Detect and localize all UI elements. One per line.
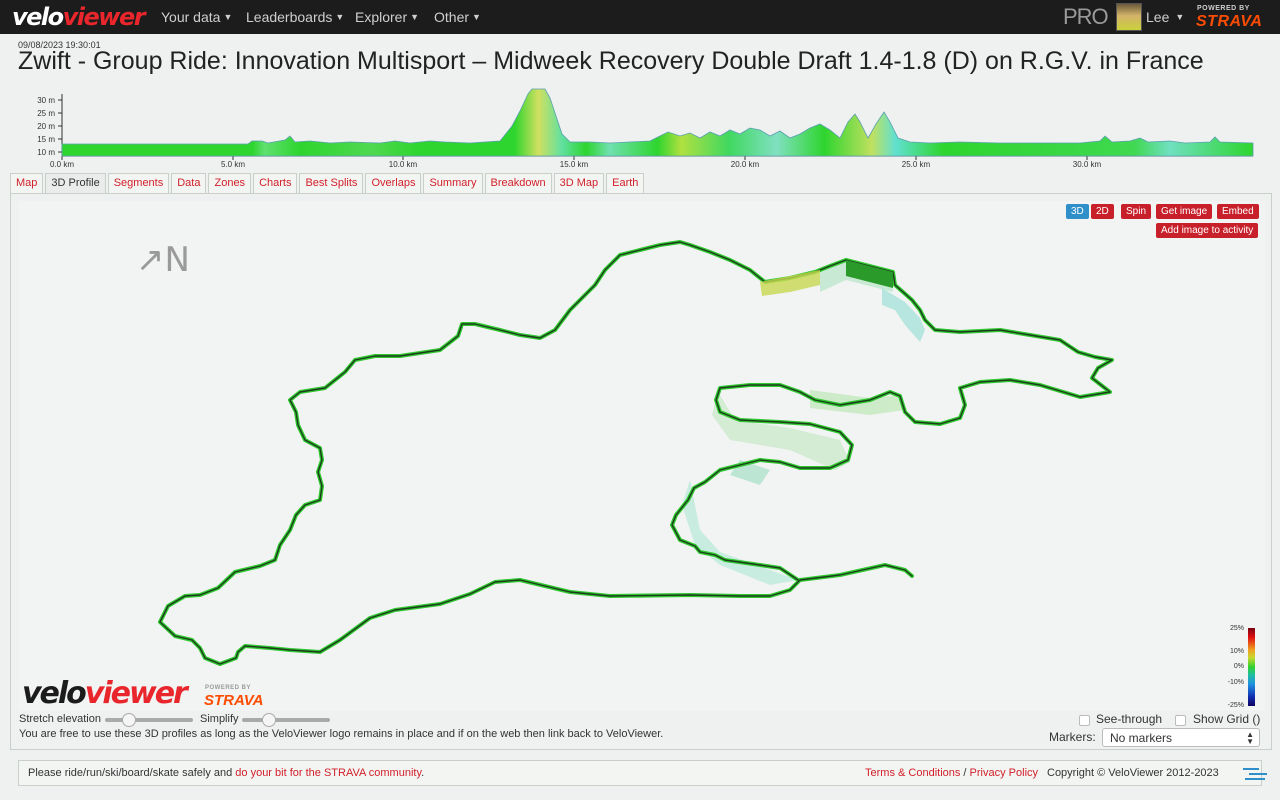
privacy-link[interactable]: Privacy Policy — [969, 767, 1039, 779]
get-image-button[interactable]: Get image — [1156, 204, 1213, 219]
tab-segments[interactable]: Segments — [107, 173, 170, 193]
show-grid-checkbox[interactable] — [1175, 715, 1186, 726]
tab-best-splits[interactable]: Best Splits — [299, 173, 364, 193]
veloviewer-logo[interactable]: veloviewer — [12, 3, 146, 31]
gradient-color-bar — [1248, 628, 1255, 706]
legend-label: -10% — [1227, 679, 1244, 686]
profile-x-tick: 10.0 km — [389, 160, 418, 169]
tab-map[interactable]: Map — [10, 173, 44, 193]
legend-label: 0% — [1233, 663, 1244, 670]
tab-breakdown[interactable]: Breakdown — [484, 173, 552, 193]
tab-3d-map[interactable]: 3D Map — [553, 173, 605, 193]
caret-down-icon: ▼ — [335, 12, 345, 22]
nav-leaderboards[interactable]: Leaderboards ▼ — [246, 9, 345, 25]
legend-label: 25% — [1229, 625, 1244, 632]
north-arrow-icon: ↗N — [136, 240, 190, 280]
simplify-label: Simplify — [200, 713, 239, 725]
footer-safety-text: Please ride/run/ski/board/skate safely a… — [28, 767, 425, 779]
nav-explorer[interactable]: Explorer ▼ — [355, 9, 420, 25]
markers-label: Markers: — [1049, 730, 1096, 744]
view-2d-button[interactable]: 2D — [1091, 204, 1114, 219]
footer-legal: Terms & Conditions / Privacy Policy — [865, 767, 1039, 779]
profile-x-tick: 0.0 km — [50, 160, 74, 169]
see-through-checkbox[interactable] — [1079, 715, 1090, 726]
profile-y-tick: 15 m — [37, 135, 55, 144]
avatar[interactable] — [1116, 3, 1142, 31]
route-climb-block — [760, 270, 820, 296]
strava-watermark: STRAVA — [204, 692, 264, 709]
profile-y-tick: 30 m — [37, 96, 55, 105]
tab-data[interactable]: Data — [171, 173, 207, 193]
profile-area — [61, 88, 1254, 157]
caret-down-icon: ▼ — [472, 12, 481, 22]
route-path — [158, 240, 1114, 666]
simplify-slider[interactable] — [242, 718, 330, 722]
profile-x-tick: 20.0 km — [731, 160, 760, 169]
stretch-elevation-handle[interactable] — [122, 713, 136, 727]
usage-note: You are free to use these 3D profiles as… — [19, 728, 664, 740]
strava-logo[interactable]: STRAVA — [1196, 13, 1263, 30]
spin-button[interactable]: Spin — [1121, 204, 1152, 219]
strava-community-link[interactable]: do your bit for the STRAVA community — [235, 767, 422, 779]
3d-profile-viewer[interactable] — [19, 201, 1265, 711]
profile-x-tick: 30.0 km — [1073, 160, 1102, 169]
caret-down-icon: ▼ — [1175, 12, 1185, 22]
tab-charts[interactable]: Charts — [253, 173, 298, 193]
activity-date: 09/08/2023 19:30:01 — [18, 40, 101, 50]
profile-y-tick: 20 m — [37, 122, 55, 131]
user-menu[interactable]: Lee ▼ — [1146, 9, 1185, 25]
add-image-button[interactable]: Add image to activity — [1156, 223, 1259, 238]
tab-bar: Map 3D Profile Segments Data Zones Chart… — [10, 173, 645, 193]
veloviewer-watermark: veloviewer — [22, 676, 188, 711]
markers-selected-value: No markers — [1110, 731, 1173, 745]
tab-3d-profile[interactable]: 3D Profile — [45, 173, 106, 193]
pro-badge: PRO — [1063, 4, 1109, 29]
view-3d-button[interactable]: 3D — [1066, 204, 1089, 219]
nav-your-data[interactable]: Your data ▼ — [161, 9, 233, 25]
see-through-label: See-through — [1096, 712, 1163, 726]
tab-overlaps[interactable]: Overlaps — [365, 173, 422, 193]
embed-button[interactable]: Embed — [1217, 204, 1259, 219]
copyright: Copyright © VeloViewer 2012-2023 — [1047, 767, 1219, 779]
tab-summary[interactable]: Summary — [423, 173, 483, 193]
chart-icon[interactable] — [1243, 766, 1267, 782]
markers-select[interactable]: No markers ▲ ▼ — [1102, 728, 1260, 747]
stretch-elevation-label: Stretch elevation — [19, 713, 101, 725]
route-core — [159, 241, 1113, 665]
top-nav: veloviewer Your data ▼ Leaderboards ▼ Expl… — [0, 0, 1280, 34]
profile-y-tick: 25 m — [37, 109, 55, 118]
tab-zones[interactable]: Zones — [208, 173, 252, 193]
profile-y-tick: 10 m — [37, 148, 55, 157]
caret-down-icon: ▼ — [410, 12, 420, 22]
legend-label: 10% — [1229, 648, 1244, 655]
caret-down-icon: ▼ — [223, 12, 233, 22]
profile-x-tick: 15.0 km — [560, 160, 589, 169]
tab-earth[interactable]: Earth — [606, 173, 645, 193]
powered-by-label: POWERED BY — [1197, 5, 1250, 12]
simplify-handle[interactable] — [262, 713, 276, 727]
profile-x-tick: 25.0 km — [902, 160, 931, 169]
powered-by-label: POWERED BY — [205, 685, 252, 691]
route-climb-block — [846, 260, 893, 288]
nav-other[interactable]: Other ▼ — [434, 9, 481, 25]
show-grid-label: Show Grid () — [1193, 712, 1261, 726]
legend-label: -25% — [1227, 702, 1244, 709]
select-arrows-icon: ▲ ▼ — [1246, 730, 1254, 746]
stretch-elevation-slider[interactable] — [105, 718, 193, 722]
elevation-profile[interactable]: 30 m 25 m 20 m 15 m 10 m 0.0 km 5.0 km 1… — [0, 86, 1280, 172]
footer: Please ride/run/ski/board/skate safely a… — [18, 760, 1267, 786]
terms-link[interactable]: Terms & Conditions — [865, 767, 961, 779]
profile-x-tick: 5.0 km — [221, 160, 245, 169]
